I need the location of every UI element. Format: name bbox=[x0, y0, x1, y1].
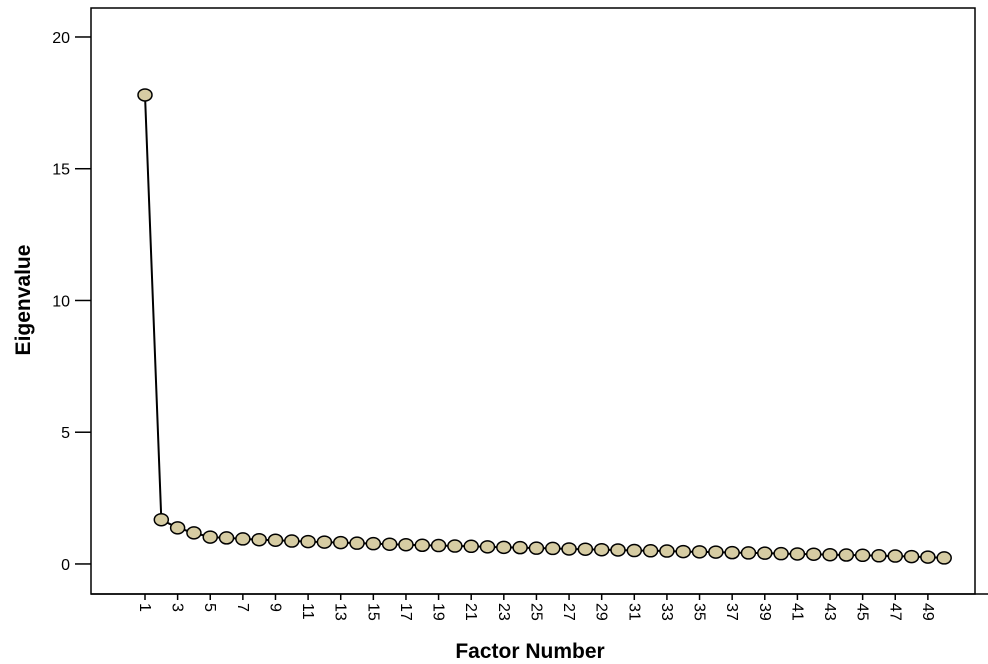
data-point bbox=[903, 549, 920, 564]
data-point bbox=[936, 551, 952, 565]
data-point bbox=[414, 538, 431, 553]
x-tick-label: 21 bbox=[462, 603, 479, 621]
x-tick-label: 23 bbox=[495, 603, 512, 621]
y-tick-label: 0 bbox=[61, 557, 70, 574]
data-point bbox=[740, 546, 757, 560]
data-point bbox=[430, 538, 447, 553]
x-tick-label: 49 bbox=[919, 603, 936, 621]
x-tick-label: 29 bbox=[593, 603, 610, 621]
data-point bbox=[332, 535, 349, 550]
x-tick-label: 47 bbox=[886, 603, 903, 621]
data-point bbox=[577, 542, 594, 556]
data-point bbox=[496, 540, 512, 555]
y-tick-label: 20 bbox=[52, 30, 70, 47]
data-point bbox=[137, 88, 153, 102]
data-point bbox=[838, 548, 855, 562]
data-point bbox=[398, 537, 414, 552]
data-point bbox=[854, 548, 871, 563]
data-point bbox=[218, 531, 235, 545]
data-point bbox=[626, 543, 643, 558]
data-point bbox=[300, 534, 316, 549]
data-point bbox=[920, 550, 936, 564]
data-point bbox=[186, 526, 202, 540]
data-point bbox=[708, 545, 724, 559]
data-point bbox=[642, 544, 659, 558]
data-point bbox=[479, 540, 496, 554]
data-point bbox=[773, 546, 789, 561]
x-tick-label: 9 bbox=[266, 603, 283, 612]
data-point bbox=[691, 545, 708, 559]
data-point bbox=[349, 536, 365, 550]
data-point bbox=[822, 547, 838, 562]
data-point bbox=[757, 546, 773, 560]
data-point bbox=[365, 536, 382, 551]
data-point bbox=[675, 544, 691, 559]
data-point bbox=[724, 545, 740, 560]
x-tick-label: 7 bbox=[234, 603, 251, 612]
x-tick-label: 41 bbox=[788, 603, 805, 621]
data-point bbox=[463, 539, 479, 554]
x-tick-label: 25 bbox=[527, 603, 544, 621]
x-tick-label: 11 bbox=[299, 603, 316, 620]
x-tick-label: 43 bbox=[821, 603, 838, 621]
x-tick-label: 35 bbox=[691, 603, 708, 621]
x-tick-label: 5 bbox=[201, 603, 218, 612]
x-tick-label: 19 bbox=[430, 603, 447, 621]
x-tick-label: 1 bbox=[136, 603, 153, 612]
data-point bbox=[805, 547, 822, 561]
data-point bbox=[610, 543, 626, 557]
data-point bbox=[316, 535, 333, 549]
data-point bbox=[153, 512, 170, 527]
y-tick-label: 5 bbox=[61, 425, 70, 442]
x-tick-label: 33 bbox=[658, 603, 675, 621]
data-point bbox=[202, 530, 218, 544]
y-tick-label: 10 bbox=[52, 293, 70, 310]
x-tick-label: 3 bbox=[169, 603, 186, 612]
data-point bbox=[284, 534, 300, 548]
data-point bbox=[267, 533, 284, 547]
data-point bbox=[169, 521, 186, 535]
data-point bbox=[871, 549, 887, 563]
x-tick-label: 37 bbox=[723, 603, 740, 621]
data-point bbox=[659, 544, 675, 558]
data-point bbox=[235, 532, 251, 546]
x-tick-label: 13 bbox=[332, 603, 349, 621]
plot-frame bbox=[90, 7, 976, 595]
data-point bbox=[447, 539, 463, 553]
x-tick-label: 17 bbox=[397, 603, 414, 621]
data-point bbox=[561, 542, 577, 556]
y-axis-title: Eigenvalue bbox=[12, 245, 35, 356]
data-point bbox=[593, 542, 610, 557]
y-tick-label: 15 bbox=[52, 162, 70, 179]
x-tick-label: 15 bbox=[364, 603, 381, 621]
x-axis-title: Factor Number bbox=[455, 640, 604, 663]
x-tick-label: 31 bbox=[625, 603, 642, 621]
data-point bbox=[887, 549, 904, 563]
x-tick-label: 39 bbox=[756, 603, 773, 621]
x-tick-label: 27 bbox=[560, 603, 577, 621]
data-point bbox=[545, 541, 561, 556]
data-line bbox=[144, 94, 945, 559]
data-point bbox=[251, 532, 267, 547]
x-tick-label: 45 bbox=[854, 603, 871, 621]
data-point bbox=[789, 547, 806, 561]
data-point bbox=[528, 541, 545, 555]
data-point bbox=[512, 540, 528, 555]
data-point bbox=[381, 537, 398, 551]
